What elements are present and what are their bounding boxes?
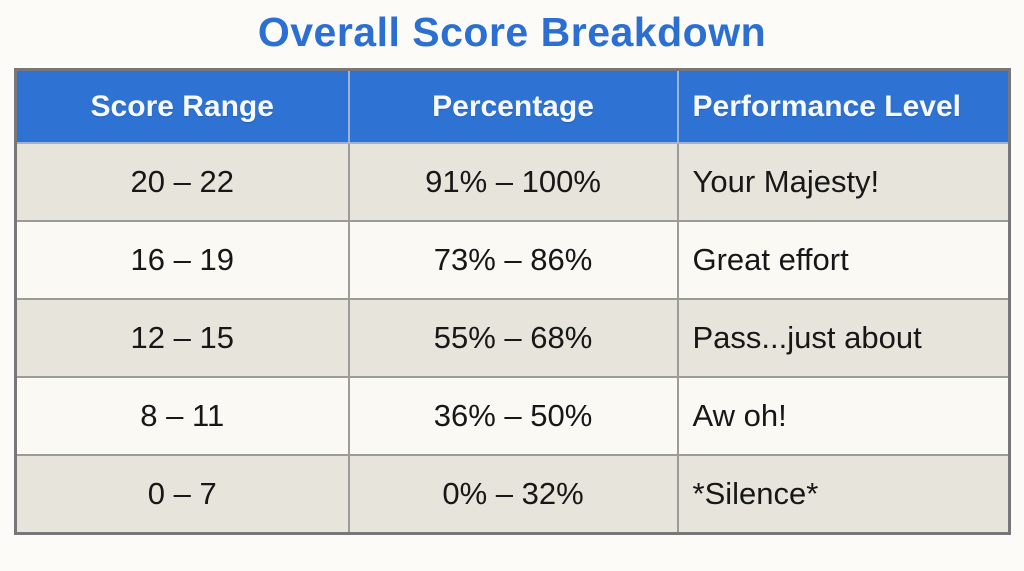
cell-percentage: 36% – 50% bbox=[347, 376, 679, 456]
cell-score-range: 16 – 19 bbox=[14, 220, 350, 300]
cell-performance-level: Aw oh! bbox=[676, 376, 1011, 456]
column-header-percentage: Percentage bbox=[347, 69, 679, 144]
cell-score-range: 8 – 11 bbox=[14, 376, 350, 456]
column-header-score-range: Score Range bbox=[14, 69, 350, 144]
cell-percentage: 0% – 32% bbox=[347, 454, 679, 535]
table-row: 0 – 7 0% – 32% *Silence* bbox=[14, 454, 1011, 535]
cell-percentage: 91% – 100% bbox=[347, 142, 679, 222]
table-row: 8 – 11 36% – 50% Aw oh! bbox=[14, 376, 1011, 456]
column-header-performance-level: Performance Level bbox=[676, 69, 1011, 144]
table-header: Score Range Percentage Performance Level bbox=[14, 69, 1011, 144]
header-row: Score Range Percentage Performance Level bbox=[14, 69, 1011, 144]
cell-performance-level: Great effort bbox=[676, 220, 1011, 300]
cell-score-range: 20 – 22 bbox=[14, 142, 350, 222]
cell-performance-level: *Silence* bbox=[676, 454, 1011, 535]
table-row: 20 – 22 91% – 100% Your Majesty! bbox=[14, 142, 1011, 222]
page-title: Overall Score Breakdown bbox=[257, 9, 767, 55]
table-body: 20 – 22 91% – 100% Your Majesty! 16 – 19 73%… bbox=[14, 142, 1011, 535]
cell-performance-level: Your Majesty! bbox=[676, 142, 1011, 222]
table-row: 16 – 19 73% – 86% Great effort bbox=[14, 220, 1011, 300]
score-breakdown-table: Score Range Percentage Performance Level 2… bbox=[14, 68, 1011, 535]
cell-score-range: 0 – 7 bbox=[14, 454, 350, 535]
cell-performance-level: Pass...just about bbox=[676, 298, 1011, 378]
cell-score-range: 12 – 15 bbox=[14, 298, 350, 378]
table-row: 12 – 15 55% – 68% Pass...just about bbox=[14, 298, 1011, 378]
cell-percentage: 73% – 86% bbox=[347, 220, 679, 300]
cell-percentage: 55% – 68% bbox=[347, 298, 679, 378]
